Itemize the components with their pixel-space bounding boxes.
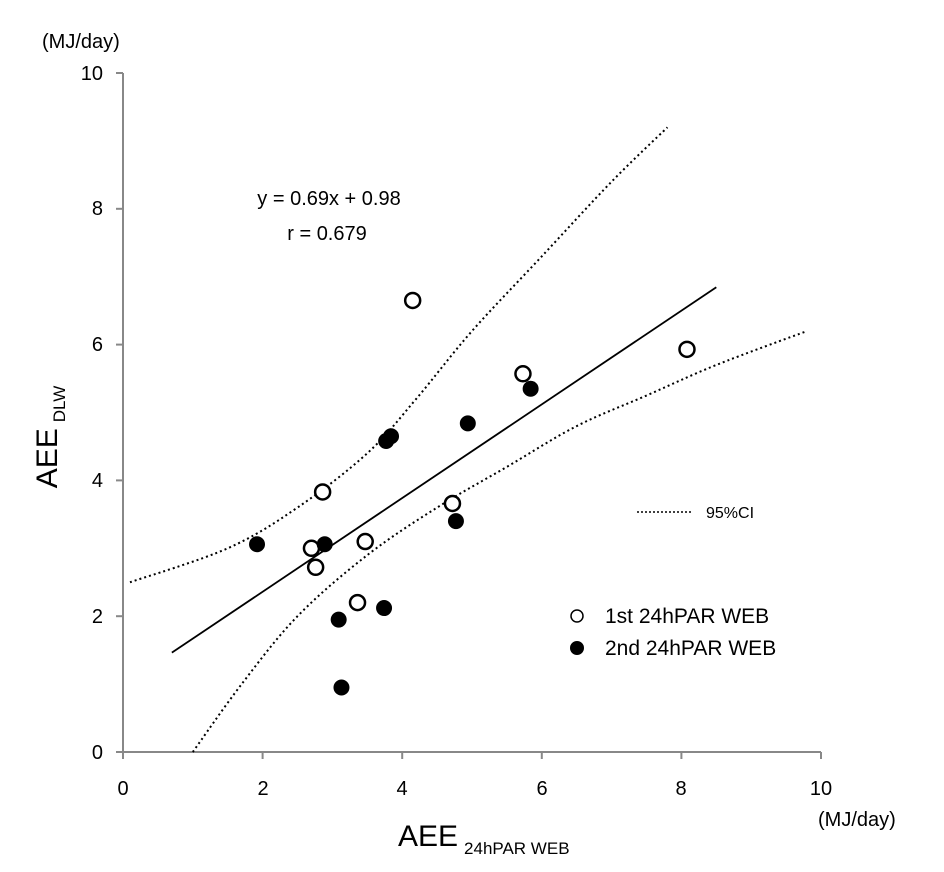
x-axis-title-main: AEE bbox=[398, 820, 458, 853]
correlation-coefficient: r = 0.679 bbox=[287, 223, 367, 245]
ci-legend-label: 95%CI bbox=[706, 505, 754, 522]
data-point-second bbox=[333, 679, 350, 696]
plot-points bbox=[249, 291, 696, 696]
data-point-first bbox=[313, 483, 332, 501]
data-point-second bbox=[249, 536, 266, 553]
data-point-first bbox=[356, 532, 374, 551]
y-axis-unit: (MJ/day) bbox=[42, 31, 120, 53]
data-point-second bbox=[376, 600, 393, 617]
data-point-first bbox=[514, 365, 532, 383]
data-point-first bbox=[302, 539, 321, 558]
y-axis-title: AEE DLW bbox=[31, 386, 69, 489]
y-tick-label: 6 bbox=[92, 334, 103, 356]
x-axis-title: AEE 24hPAR WEB bbox=[398, 820, 570, 858]
ci-upper-curve bbox=[129, 126, 669, 584]
y-tick-marks bbox=[116, 72, 123, 753]
x-axis-title-sub: 24hPAR WEB bbox=[464, 839, 570, 858]
data-point-first bbox=[403, 291, 422, 310]
data-point-first bbox=[306, 558, 325, 577]
regression-equation: y = 0.69x + 0.98 bbox=[257, 188, 400, 210]
y-tick-label: 10 bbox=[81, 63, 103, 85]
legend-label-first: 1st 24hPAR WEB bbox=[605, 605, 769, 628]
plot-lines bbox=[129, 126, 808, 753]
y-tick-label: 2 bbox=[92, 606, 103, 628]
data-point-second bbox=[447, 513, 464, 530]
data-point-first bbox=[678, 340, 696, 359]
data-point-second bbox=[459, 415, 476, 432]
legend-marker-filled bbox=[570, 641, 584, 655]
data-point-second bbox=[330, 611, 347, 628]
x-tick-label: 0 bbox=[117, 778, 128, 800]
x-axis-unit: (MJ/day) bbox=[818, 809, 896, 831]
data-point-first bbox=[443, 494, 462, 513]
x-tick-label: 8 bbox=[675, 778, 686, 800]
x-tick-label: 10 bbox=[810, 778, 832, 800]
regression-line bbox=[171, 286, 717, 654]
x-tick-label: 2 bbox=[257, 778, 268, 800]
legend-label-second: 2nd 24hPAR WEB bbox=[605, 637, 776, 660]
legend-marker-open bbox=[570, 609, 584, 623]
ci-lower-curve bbox=[191, 330, 808, 753]
data-point-first bbox=[348, 593, 367, 612]
y-axis-title-main: AEE bbox=[31, 428, 64, 488]
data-point-second bbox=[522, 380, 539, 397]
x-tick-marks bbox=[122, 752, 822, 759]
x-tick-label: 6 bbox=[536, 778, 547, 800]
y-axis-title-sub: DLW bbox=[50, 386, 69, 423]
y-tick-label: 4 bbox=[92, 470, 103, 492]
y-tick-label: 8 bbox=[92, 198, 103, 220]
x-tick-label: 4 bbox=[396, 778, 407, 800]
data-point-second bbox=[383, 428, 400, 445]
data-point-second bbox=[316, 536, 333, 553]
y-tick-label: 0 bbox=[92, 742, 103, 764]
